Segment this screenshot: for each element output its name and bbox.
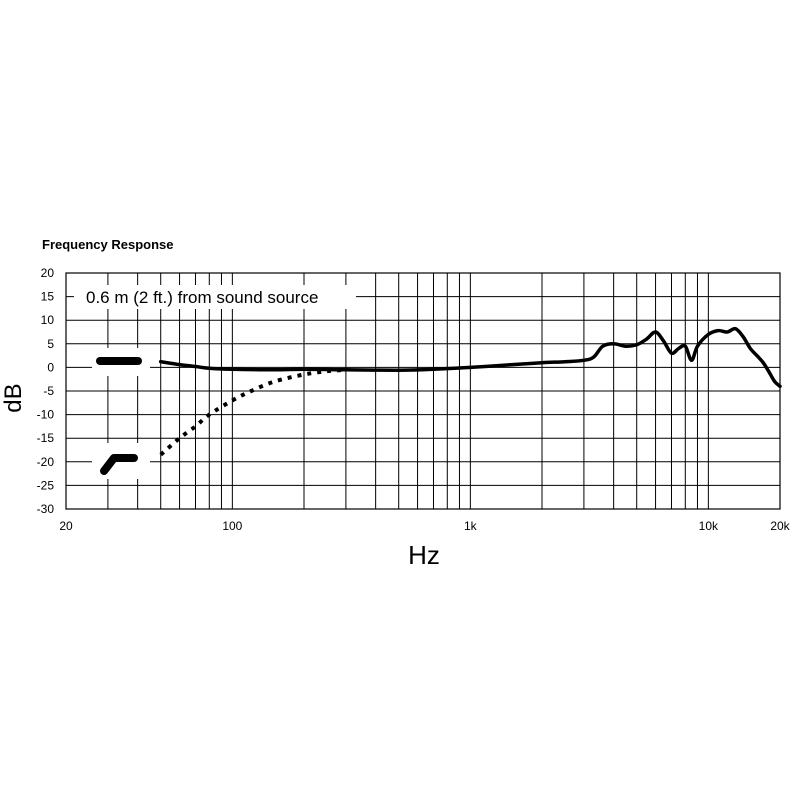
x-tick-label: 1k — [464, 519, 478, 533]
y-tick-label: -25 — [37, 478, 55, 492]
y-axis-label: dB — [0, 383, 27, 412]
x-tick-label: 10k — [699, 519, 719, 533]
y-tick-label: 15 — [41, 290, 55, 304]
y-tick-label: -30 — [37, 502, 55, 516]
x-axis-label: Hz — [408, 540, 440, 570]
series-layer — [158, 326, 782, 457]
chart-annotation: 0.6 m (2 ft.) from sound source — [86, 288, 318, 307]
chart-title: Frequency Response — [42, 237, 174, 252]
y-tick-label: 0 — [47, 360, 54, 374]
y-tick-label: -15 — [37, 431, 55, 445]
rolloff-switch-icon — [100, 454, 138, 475]
x-tick-label: 20 — [59, 519, 73, 533]
y-tick-label: -20 — [37, 455, 55, 469]
y-tick-label: 10 — [41, 313, 55, 327]
x-tick-label: 20k — [770, 519, 790, 533]
annotation-background — [74, 285, 356, 309]
series-line-flat — [158, 326, 782, 389]
plot-frame — [65, 272, 781, 510]
y-tick-label: -10 — [37, 408, 55, 422]
y-tick-label: 20 — [41, 266, 55, 280]
y-tick-labels: 20 15 10 5 0 -5 -10 -15 -20 -25 -30 — [37, 266, 55, 516]
x-tick-labels: 20 100 1k 10k 20k — [59, 519, 790, 533]
series-line-lowcut — [159, 367, 347, 457]
y-tick-label: 5 — [47, 337, 54, 351]
x-tick-label: 100 — [222, 519, 242, 533]
y-tick-label: -5 — [43, 384, 54, 398]
